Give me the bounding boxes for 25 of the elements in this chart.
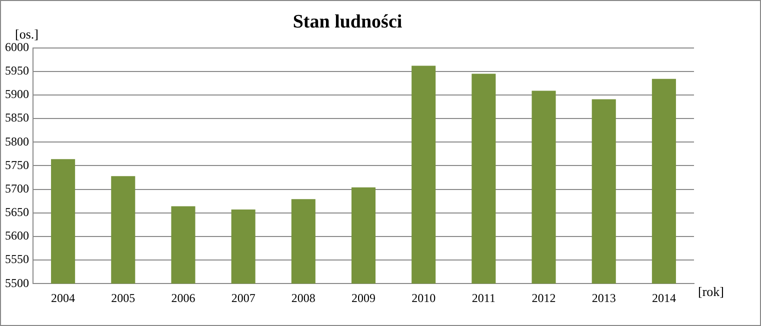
y-tick-label: 5850: [5, 110, 29, 125]
y-tick-label: 5650: [5, 205, 29, 220]
x-tick-label: 2004: [51, 290, 76, 305]
y-tick-label: 6000: [5, 40, 29, 54]
x-tick-label: 2007: [231, 290, 256, 305]
y-tick-label: 5800: [5, 134, 29, 148]
y-tick-label: 5900: [5, 87, 29, 102]
y-axis-title: [os.]: [15, 26, 38, 42]
x-tick-label: 2010: [412, 290, 436, 305]
x-tick-label: 2005: [111, 290, 136, 305]
y-tick-label: 5700: [5, 181, 29, 196]
x-tick-label: 2009: [352, 290, 376, 305]
x-tick-label: 2014: [652, 290, 676, 305]
y-tick-label: 5500: [5, 276, 29, 290]
x-axis-title: [rok]: [698, 284, 724, 300]
chart-title: Stan ludności: [292, 11, 402, 32]
x-tick-label: 2012: [532, 290, 556, 305]
y-tick-label: 5600: [5, 228, 29, 243]
x-tick-label: 2013: [592, 290, 616, 305]
y-tick-label: 5550: [5, 252, 29, 266]
x-tick-label: 2008: [291, 290, 316, 305]
x-tick-label: 2011: [472, 290, 496, 305]
x-tick-label: 2006: [171, 290, 196, 305]
y-tick-label: 5750: [5, 158, 29, 172]
y-tick-label: 5950: [5, 64, 29, 78]
